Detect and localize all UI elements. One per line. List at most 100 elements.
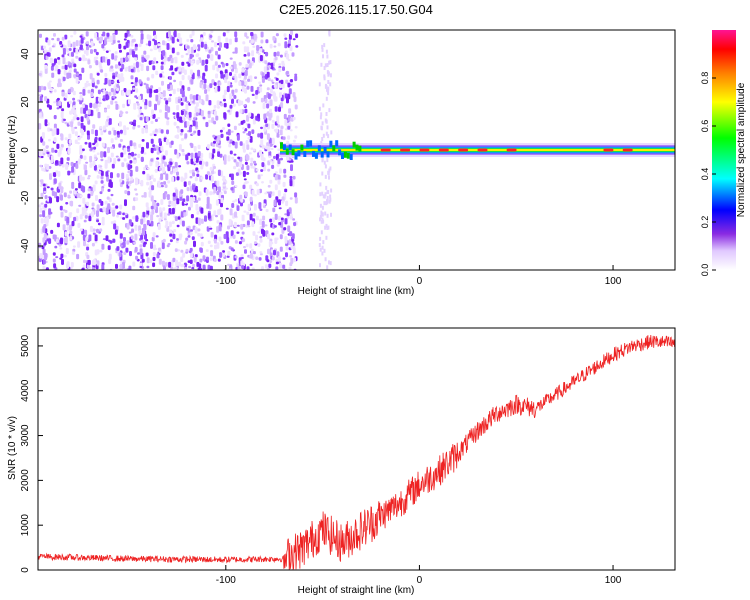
spectrogram-cell — [192, 172, 196, 177]
spectrogram-cell — [200, 152, 204, 158]
spectrogram-cell — [106, 95, 110, 100]
spectrogram-cell — [146, 181, 150, 186]
spectrogram-cell — [232, 234, 236, 239]
spectrogram-cell — [266, 133, 270, 140]
spectrogram-cell — [128, 265, 132, 270]
spectrogram-cell — [282, 257, 286, 260]
spectrogram-cell — [105, 91, 109, 95]
spectrogram-cell — [181, 61, 185, 66]
spectrogram-cell — [46, 122, 50, 126]
spectrogram-cell — [264, 224, 268, 227]
spectrogram-cell — [108, 118, 112, 125]
spectrogram-cell — [155, 94, 159, 102]
spectrogram-cell — [126, 146, 130, 149]
spectrogram-cell — [162, 155, 166, 160]
spectrogram-cell — [168, 97, 172, 103]
spectrogram-cell — [292, 92, 296, 98]
spectrogram-cell — [294, 104, 298, 110]
spectrogram-cell — [82, 197, 86, 204]
spectrogram-cell — [281, 60, 285, 65]
spectrogram-cell — [122, 212, 126, 216]
spectrogram-cell — [152, 256, 156, 262]
spectrogram-cell — [74, 126, 78, 129]
spectrogram-cell — [68, 48, 72, 51]
spectrogram-cell — [292, 116, 296, 121]
spectrogram-cell — [293, 96, 297, 103]
spectrogram-cell — [130, 65, 134, 69]
spectrogram-cell — [157, 223, 161, 230]
spectrogram-cell — [84, 82, 88, 88]
spectrogram-cell — [213, 238, 217, 244]
spectrogram-cell — [215, 199, 219, 206]
spectrogram-cell — [233, 125, 237, 131]
spectrogram-cell — [123, 251, 127, 255]
spectrogram-cell — [44, 64, 48, 69]
spectrogram-cell — [278, 207, 282, 210]
spectrogram-cell — [294, 192, 298, 198]
spectrogram-cell — [325, 235, 328, 240]
spectrogram-cell — [120, 73, 124, 80]
spectrogram-cell — [188, 126, 192, 133]
spectrogram-cell — [260, 169, 264, 172]
spectrogram-cell — [163, 212, 167, 219]
spectrogram-cell — [238, 241, 242, 245]
spectrogram-cell — [324, 63, 327, 68]
spectrogram-cell — [42, 226, 46, 233]
spectrogram-cell — [96, 79, 100, 85]
spectrogram-cell — [93, 103, 97, 109]
spectrogram-cell — [52, 252, 56, 256]
spectrogram-cell — [227, 129, 231, 136]
spectrogram-cell — [104, 38, 108, 45]
spectrogram-cell — [123, 129, 127, 136]
spectrogram-cell — [325, 223, 328, 228]
spectrogram-cell — [85, 237, 89, 242]
x-tick-label: 0 — [417, 276, 423, 287]
spectrogram-cell — [186, 121, 190, 127]
spectrogram-cell — [64, 236, 68, 244]
spectrogram-cell — [252, 231, 256, 236]
spectrogram-cell — [289, 118, 293, 122]
spectrogram-cell — [174, 248, 178, 252]
spectrogram-cell — [326, 87, 328, 92]
spectrogram-cell — [258, 52, 261, 56]
spectrogram-cell — [169, 93, 172, 97]
spectrogram-cell — [38, 242, 42, 249]
spectrogram-cell — [124, 212, 128, 216]
spectrogram-cell — [86, 41, 89, 45]
spectrogram-cell — [233, 159, 237, 163]
spectrogram-cell — [80, 37, 84, 44]
spectrogram-cell — [247, 123, 251, 129]
spectrogram-cell — [168, 221, 172, 228]
spectrogram-cell — [108, 253, 112, 260]
spectrogram-cell — [241, 68, 245, 73]
spectrogram-cell — [60, 133, 63, 138]
spectrogram-cell — [150, 138, 154, 144]
spectrogram-cell — [156, 151, 160, 155]
spectrogram-cell — [134, 46, 138, 51]
spectrogram-cell — [190, 201, 193, 208]
spectrogram-cell — [243, 192, 247, 195]
spectrogram-cell — [192, 263, 196, 268]
spectrogram-cell — [269, 260, 273, 263]
spectrogram-cell — [120, 152, 124, 158]
spectrogram-cell — [175, 189, 179, 197]
spectrogram-cell — [324, 174, 327, 179]
signal-peak — [603, 148, 614, 152]
spectrogram-cell — [68, 133, 72, 139]
y-tick-label: 0 — [20, 567, 31, 573]
spectrogram-cell — [319, 182, 322, 187]
spectrogram-cell — [146, 173, 150, 181]
spectrogram-cell — [146, 220, 150, 226]
spectrogram-cell — [249, 263, 253, 266]
spectrogram-cell — [61, 165, 65, 168]
spectrogram-cell — [259, 218, 263, 226]
spectrogram-cell — [78, 57, 82, 62]
spectrogram-cell — [83, 207, 87, 214]
spectrogram-cell — [246, 165, 250, 171]
spectrogram-cell — [275, 33, 279, 37]
spectrogram-cell — [226, 255, 230, 258]
spectrogram-cell — [86, 246, 90, 251]
spectrogram-cell — [110, 68, 114, 72]
spectrogram-cell — [39, 33, 42, 38]
spectrogram-cell — [139, 265, 143, 269]
